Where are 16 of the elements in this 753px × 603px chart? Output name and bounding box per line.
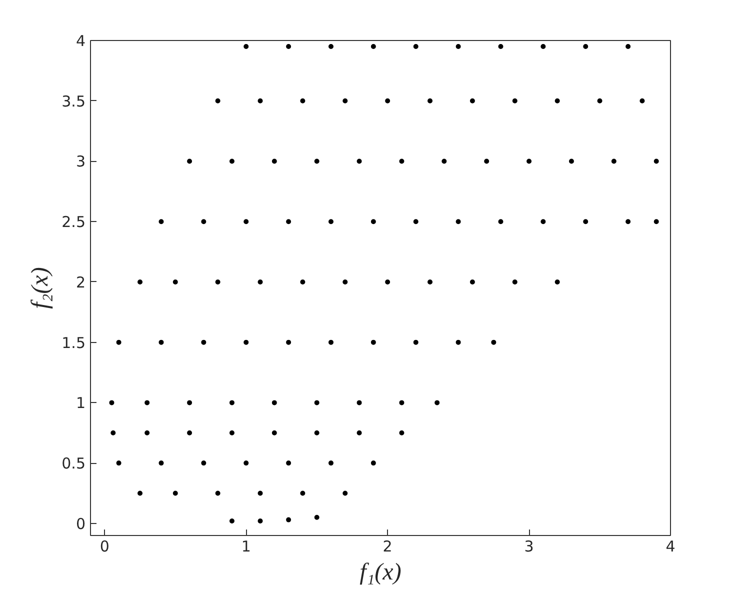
y-tick-label: 3: [76, 152, 86, 171]
x-tick-label: 2: [382, 538, 392, 556]
y-axis-title: f₂(x): [28, 267, 54, 309]
y-tick-label: 0: [76, 514, 86, 533]
y-tick-label: 1: [76, 394, 86, 412]
x-axis-title: f₁(x): [360, 560, 402, 586]
x-tick-label: 1: [241, 538, 251, 556]
x-tick-label: 0: [100, 538, 110, 556]
x-tick-label: 3: [524, 538, 534, 556]
y-tick-label: 3.5: [62, 92, 86, 110]
y-tick-label: 1.5: [62, 334, 86, 352]
x-tick-label: 4: [666, 538, 676, 556]
y-tick-label: 2.5: [62, 213, 86, 232]
y-tick-label: 2: [76, 273, 86, 292]
y-tick-label: 0.5: [62, 454, 86, 473]
y-tick-label: 4: [76, 32, 86, 50]
